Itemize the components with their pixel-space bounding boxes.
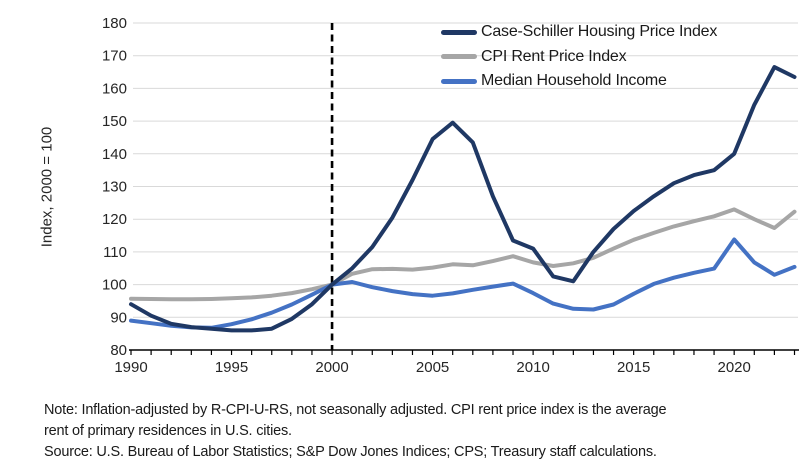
legend-swatch-cpi-rent-icon — [441, 54, 477, 60]
x-axis-tick-label: 1995 — [215, 359, 248, 376]
legend-item-cpi-rent: CPI Rent Price Index — [441, 45, 717, 70]
chart-legend: Case-Schiller Housing Price Index CPI Re… — [441, 20, 717, 94]
y-axis-tick-label: 150 — [102, 113, 127, 130]
chart-footnote: Note: Inflation-adjusted by R-CPI-U-RS, … — [44, 400, 667, 463]
series-line-median-household-income — [129, 237, 797, 330]
y-axis-tick-label: 90 — [110, 309, 127, 326]
y-axis-tick-label: 180 — [102, 15, 127, 32]
legend-item-median-income: Median Household Income — [441, 69, 717, 94]
y-axis-tick-label: 160 — [102, 80, 127, 97]
legend-swatch-median-income-icon — [441, 78, 477, 84]
y-axis-tick-label: 80 — [110, 342, 127, 359]
series-line-cpi-rent-price-index — [129, 207, 797, 302]
x-axis-tick-label: 1990 — [114, 359, 147, 376]
note-text-line1: Note: Inflation-adjusted by R-CPI-U-RS, … — [44, 402, 667, 418]
y-axis-tick-label: 140 — [102, 146, 127, 163]
y-axis-tick-label: 170 — [102, 48, 127, 65]
y-axis-tick-label: 120 — [102, 211, 127, 228]
legend-label-case-schiller: Case-Schiller Housing Price Index — [481, 23, 718, 41]
x-axis-tick-label: 2005 — [416, 359, 449, 376]
chart-plot-area: 80 90 100 110 120 130 140 150 160 170 180 1990 1995 2… — [102, 15, 799, 376]
y-axis-tick-label: 110 — [103, 244, 127, 261]
legend-item-case-schiller: Case-Schiller Housing Price Index — [441, 20, 717, 45]
x-axis-tick-label: 2015 — [617, 359, 650, 376]
legend-label-median-income: Median Household Income — [481, 72, 667, 90]
x-axis-tick-label: 2000 — [315, 359, 348, 376]
source-text: Source: U.S. Bureau of Labor Statistics;… — [44, 444, 657, 460]
note-text-line2: rent of primary residences in U.S. citie… — [44, 423, 292, 439]
y-axis-tick-label: 130 — [102, 179, 127, 196]
y-axis-title: Index, 2000 = 100 — [38, 126, 56, 248]
x-axis-tick-label: 2010 — [516, 359, 549, 376]
series-line-case-schiller-housing-price-index — [129, 65, 797, 333]
y-axis-tick-label: 100 — [102, 277, 127, 294]
legend-label-cpi-rent: CPI Rent Price Index — [481, 47, 627, 65]
legend-swatch-case-schiller-icon — [441, 29, 477, 35]
x-axis-tick-label: 2020 — [717, 359, 750, 376]
